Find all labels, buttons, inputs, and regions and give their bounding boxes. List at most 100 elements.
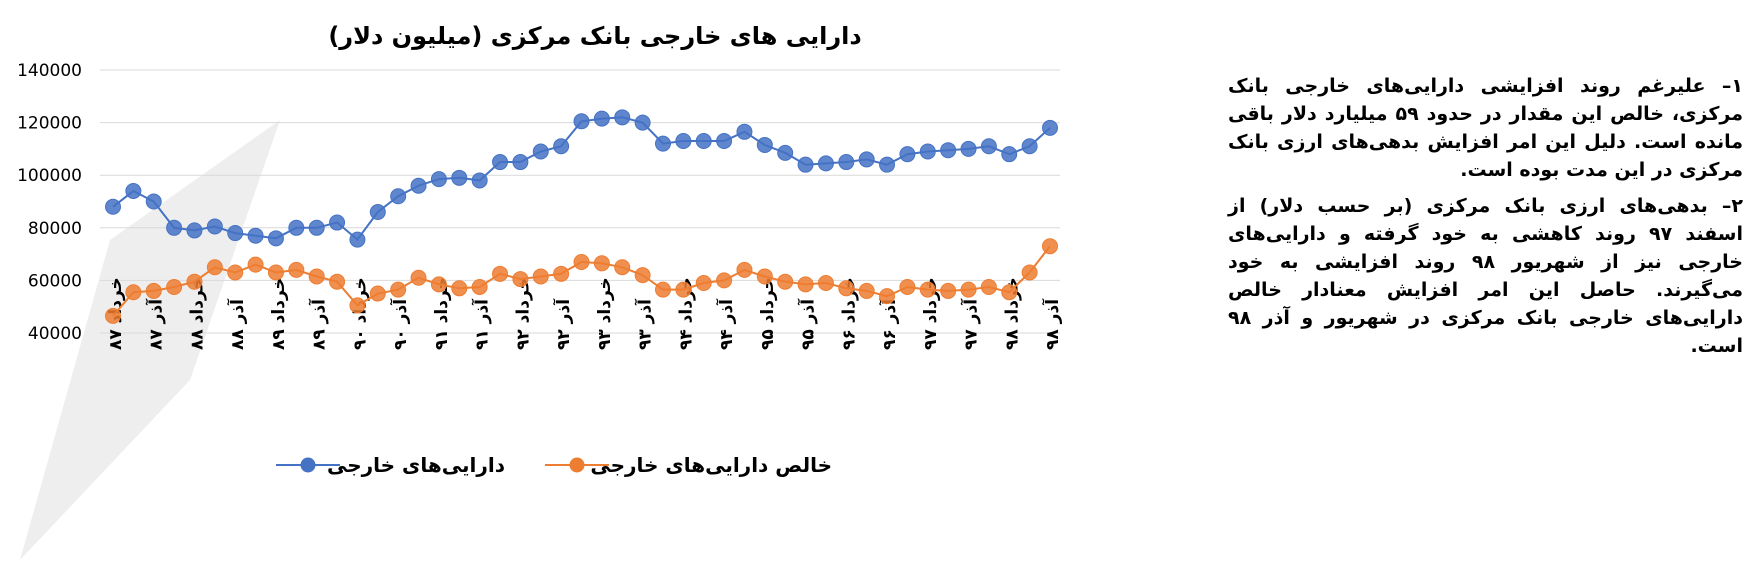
- data-point: [573, 253, 590, 270]
- data-point: [369, 204, 386, 221]
- data-point: [817, 155, 834, 172]
- data-point: [695, 275, 712, 292]
- data-point: [980, 278, 997, 295]
- data-point: [817, 275, 834, 292]
- legend-item: خالص دارایی‌های خارجی: [545, 453, 832, 477]
- y-tick-label: 40000: [28, 324, 82, 344]
- series-layer: [105, 109, 1058, 324]
- line-chart: دارایی های خارجی بانک مرکزی (میلیون دلار…: [17, 22, 1063, 477]
- data-point: [186, 222, 203, 239]
- data-point: [736, 261, 753, 278]
- data-point: [634, 114, 651, 131]
- data-point: [512, 154, 529, 171]
- data-point: [492, 154, 509, 171]
- data-point: [267, 264, 284, 281]
- legend-label: خالص دارایی‌های خارجی: [590, 453, 832, 477]
- data-point: [879, 288, 896, 305]
- chart-title: دارایی های خارجی بانک مرکزی (میلیون دلار…: [328, 22, 861, 50]
- data-point: [553, 265, 570, 282]
- x-tick-label: خرداد ۹۰: [350, 277, 370, 350]
- data-point: [838, 280, 855, 297]
- x-tick-label: آذر ۹۶: [878, 298, 900, 350]
- data-point: [1021, 138, 1038, 155]
- data-point: [125, 182, 142, 199]
- data-point: [308, 268, 325, 285]
- x-tick-label: آذر ۹۵: [797, 298, 819, 350]
- data-point: [960, 140, 977, 157]
- data-point: [166, 278, 183, 295]
- x-tick-label: آذر ۹۰: [389, 298, 411, 350]
- data-point: [267, 230, 284, 247]
- data-point: [410, 269, 427, 286]
- data-point: [532, 143, 549, 160]
- legend: دارایی‌های خارجی خالص دارایی‌های خارجی: [276, 453, 832, 477]
- data-point: [614, 259, 631, 276]
- data-point: [940, 282, 957, 299]
- x-tick-label: خرداد ۹۳: [595, 277, 615, 350]
- y-tick-label: 80000: [28, 219, 82, 239]
- data-point: [858, 282, 875, 299]
- data-point: [654, 135, 671, 152]
- data-point: [716, 133, 733, 150]
- x-tick-label: آذر ۸۷: [145, 298, 167, 350]
- commentary-notes: ۱– علیرغم روند افزایشی دارایی‌های خارجی …: [1228, 72, 1743, 368]
- data-point: [227, 264, 244, 281]
- y-tick-label: 60000: [28, 271, 82, 291]
- data-point: [858, 151, 875, 168]
- y-tick-label: 140000: [17, 61, 82, 81]
- data-point: [736, 123, 753, 140]
- data-point: [960, 281, 977, 298]
- y-tick-label: 120000: [17, 114, 82, 134]
- data-point: [247, 227, 264, 244]
- legend-label: دارایی‌های خارجی: [327, 453, 505, 477]
- data-point: [532, 268, 549, 285]
- data-point: [308, 219, 325, 236]
- data-point: [797, 276, 814, 293]
- data-point: [492, 265, 509, 282]
- data-point: [980, 138, 997, 155]
- data-point: [1042, 238, 1058, 255]
- legend-item: دارایی‌های خارجی: [276, 453, 505, 477]
- data-point: [471, 172, 488, 189]
- x-tick-label: آذر ۹۸: [1041, 298, 1063, 350]
- data-point: [1001, 146, 1018, 163]
- x-tick-label: خرداد ۹۱: [432, 277, 452, 350]
- note-paragraph-2: ۲– بدهی‌های ارزی بانک مرکزی (بر حسب دلار…: [1228, 195, 1744, 357]
- data-point: [125, 284, 142, 301]
- data-point: [919, 143, 936, 160]
- data-point: [573, 113, 590, 130]
- data-point: [716, 272, 733, 289]
- x-tick-label: آذر ۹۲: [552, 298, 574, 350]
- data-point: [451, 280, 468, 297]
- x-tick-label: آذر ۸۹: [308, 298, 330, 350]
- data-point: [288, 261, 305, 278]
- data-point: [919, 281, 936, 298]
- data-point: [675, 133, 692, 150]
- data-point: [145, 193, 162, 210]
- data-point: [186, 273, 203, 290]
- data-point: [756, 268, 773, 285]
- data-point: [593, 255, 610, 272]
- data-point: [838, 154, 855, 171]
- data-point: [105, 198, 121, 215]
- data-point: [634, 267, 651, 284]
- x-tick-label: خرداد ۸۹: [269, 277, 289, 350]
- data-point: [675, 281, 692, 298]
- data-point: [654, 281, 671, 298]
- x-tick-label: آذر ۹۱: [471, 298, 493, 350]
- data-point: [695, 133, 712, 150]
- x-tick-label: خرداد ۸۸: [187, 277, 207, 350]
- data-point: [329, 273, 346, 290]
- data-point: [206, 218, 223, 235]
- data-point: [1042, 119, 1058, 136]
- series-line: [112, 116, 1051, 242]
- data-point: [899, 278, 916, 295]
- data-point: [410, 177, 427, 194]
- data-point: [430, 276, 447, 293]
- series-2: [105, 238, 1058, 324]
- note-paragraph-1: ۱– علیرغم روند افزایشی دارایی‌های خارجی …: [1228, 75, 1743, 181]
- data-point: [593, 110, 610, 127]
- x-tick-label: خرداد ۹۵: [758, 277, 778, 350]
- chart-area: دارایی های خارجی بانک مرکزی (میلیون دلار…: [17, 22, 1063, 560]
- data-point: [879, 156, 896, 173]
